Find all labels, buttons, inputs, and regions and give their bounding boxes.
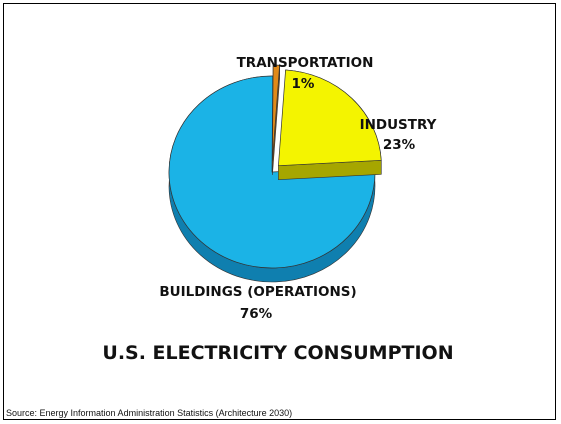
label-buildings-value: 76% xyxy=(240,306,273,322)
pie-slice-transportation-top xyxy=(272,64,280,162)
label-transportation-name: TRANSPORTATION xyxy=(237,55,374,71)
pie-slice-transportation xyxy=(272,64,280,176)
label-industry-name: INDUSTRY xyxy=(360,117,437,133)
pie-slice-industry xyxy=(278,69,382,180)
pie-slice-industry-top xyxy=(278,69,382,167)
label-transportation-value: 1% xyxy=(292,76,315,92)
label-buildings-name: BUILDINGS (OPERATIONS) xyxy=(159,284,356,300)
pie-slice-buildings-top xyxy=(168,75,376,269)
source-note: Source: Energy Information Administratio… xyxy=(6,408,293,418)
label-industry-value: 23% xyxy=(383,137,416,153)
chart-title: U.S. ELECTRICITY CONSUMPTION xyxy=(102,342,453,364)
pie-slices xyxy=(168,64,382,283)
